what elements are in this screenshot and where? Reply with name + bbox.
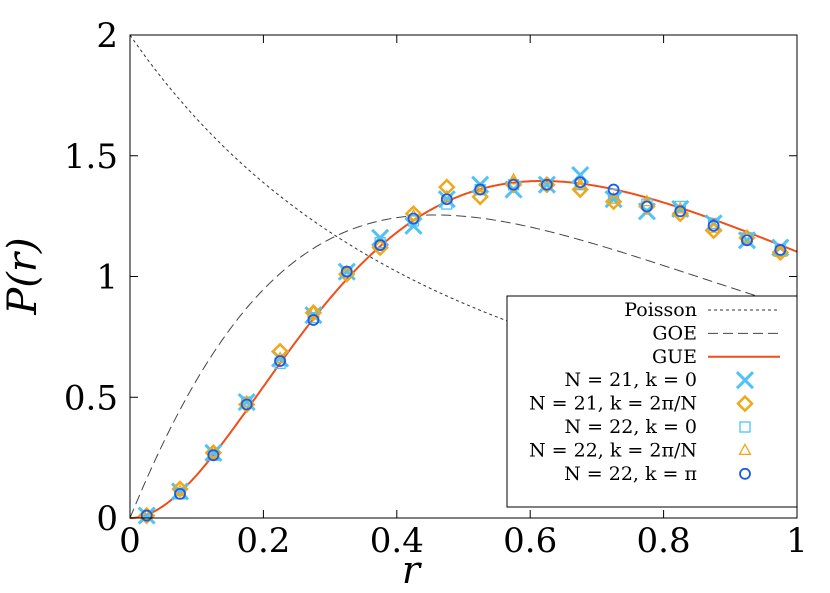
data-point	[140, 508, 154, 521]
data-point	[304, 303, 323, 322]
data-point	[306, 305, 321, 318]
data-point	[307, 314, 320, 326]
data-point	[674, 205, 687, 218]
x-tick-label: 0.2	[236, 521, 290, 561]
x-axis-label: r	[402, 548, 423, 592]
data-point	[440, 193, 453, 206]
data-point	[407, 212, 420, 225]
x-tick-label: 0.4	[370, 521, 424, 561]
legend-label: GOE	[652, 322, 697, 344]
data-point	[707, 220, 721, 233]
y-tick-label: 2	[96, 16, 118, 56]
legend-label: N = 21, k = 0	[565, 369, 697, 391]
legend-label: GUE	[652, 346, 697, 368]
x-tick-label: 1	[786, 521, 808, 561]
data-point	[240, 398, 253, 411]
data-point	[606, 191, 621, 204]
data-point	[540, 178, 553, 191]
data-point	[474, 183, 487, 196]
data-point	[207, 449, 220, 462]
data-point	[707, 219, 720, 232]
curve-goe	[129, 214, 798, 519]
y-tick-label: 0.5	[64, 378, 118, 418]
data-point	[507, 178, 520, 191]
legend-label: N = 22, k = π	[564, 463, 697, 485]
data-markers	[137, 166, 790, 525]
data-point	[174, 487, 186, 500]
data-point	[640, 194, 654, 207]
y-tick-label: 1.5	[64, 137, 118, 177]
y-tick-label: 0	[96, 499, 118, 539]
legend-label: N = 21, k = 2π/N	[529, 393, 697, 415]
data-point	[773, 245, 787, 258]
data-point	[641, 200, 653, 213]
legend-marker	[736, 394, 754, 413]
legend-marker	[739, 421, 751, 433]
data-point	[340, 265, 353, 278]
data-point	[573, 177, 587, 190]
data-point	[540, 177, 554, 190]
x-tick-label: 0.6	[503, 521, 557, 561]
data-point	[140, 509, 153, 522]
data-point	[506, 172, 521, 185]
legend-label: N = 22, k = 2π/N	[529, 439, 697, 461]
data-point	[741, 234, 753, 247]
data-point	[607, 183, 620, 196]
axis-ticks: 0 0.2 0.4 0.6 0.8 1 0 0.5 1 1.5 2	[64, 16, 808, 561]
x-tick-label: 0.8	[637, 521, 691, 561]
legend-label: N = 22, k = 0	[565, 416, 697, 438]
legend-marker	[739, 467, 751, 480]
legend-marker	[738, 443, 752, 456]
data-point	[774, 244, 787, 256]
data-point	[574, 176, 587, 189]
data-point	[607, 188, 620, 201]
data-point	[274, 355, 286, 367]
y-tick-label: 1	[96, 258, 118, 298]
data-point	[441, 198, 453, 210]
data-point	[373, 237, 387, 250]
series-circle	[140, 176, 787, 522]
data-point	[374, 239, 387, 252]
x-tick-label: 0	[119, 521, 141, 561]
data-point	[340, 264, 354, 277]
data-point	[473, 182, 487, 195]
y-axis-label: P(r)	[0, 237, 46, 315]
legend-label: Poisson	[624, 299, 697, 321]
data-point	[674, 200, 686, 213]
legend-marker	[735, 371, 755, 390]
